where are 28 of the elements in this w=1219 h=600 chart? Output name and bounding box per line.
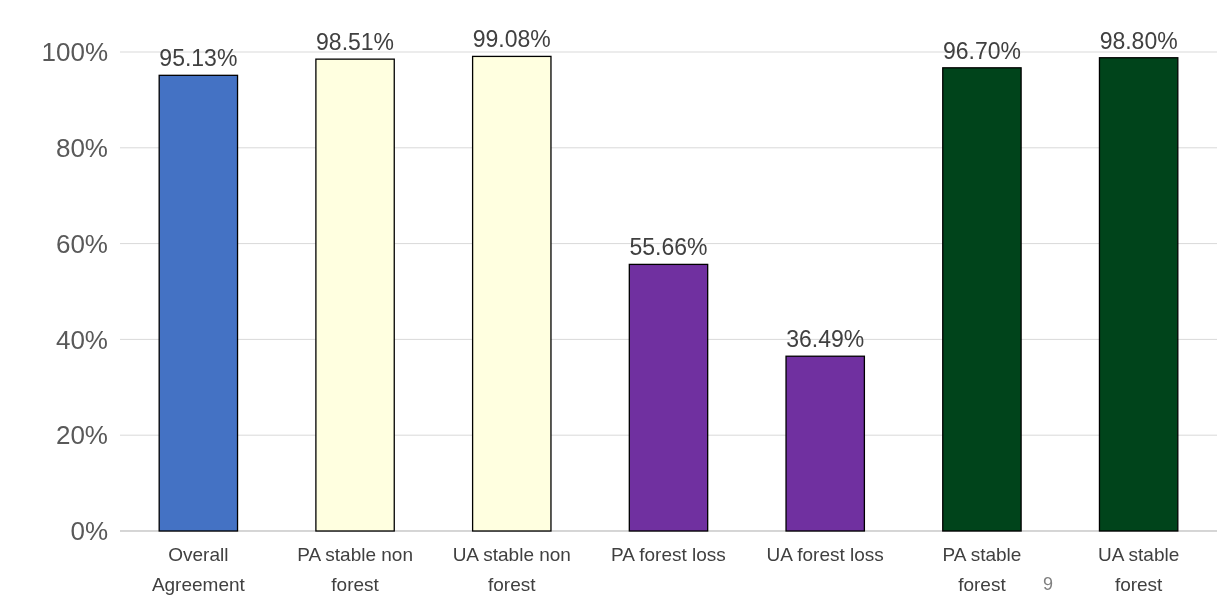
y-tick-label: 60% bbox=[55, 228, 108, 259]
data-label: 95.13% bbox=[159, 45, 238, 72]
bar bbox=[471, 55, 552, 532]
y-tick-label: 80% bbox=[55, 132, 108, 163]
x-tick-label: PA stable forest bbox=[942, 544, 1022, 595]
x-tick-label: PA stable non forest bbox=[297, 544, 413, 595]
data-label: 98.80% bbox=[1099, 27, 1178, 54]
data-label: 99.08% bbox=[472, 26, 551, 53]
data-label: 98.51% bbox=[316, 29, 395, 56]
x-tick-label: PA forest loss bbox=[611, 544, 726, 565]
x-tick-label: UA forest loss bbox=[766, 544, 884, 565]
text: 9 bbox=[1042, 574, 1054, 594]
x-tick-label: UA stable forest bbox=[1097, 544, 1180, 595]
bar bbox=[628, 263, 709, 532]
bar bbox=[158, 74, 239, 532]
y-tick-label: 20% bbox=[55, 420, 108, 451]
y-tick-label: 40% bbox=[55, 324, 108, 355]
bar bbox=[315, 58, 395, 532]
bar bbox=[942, 67, 1022, 532]
y-tick-label: 0% bbox=[70, 516, 108, 547]
bar bbox=[1098, 57, 1179, 532]
data-label: 55.66% bbox=[629, 234, 708, 261]
x-tick-label: UA stable non forest bbox=[452, 544, 571, 595]
y-tick-label: 100% bbox=[41, 37, 108, 68]
data-label: 96.70% bbox=[942, 37, 1021, 64]
bar bbox=[785, 355, 866, 532]
data-label: 36.49% bbox=[786, 326, 865, 353]
x-tick-label: Overall Agreement bbox=[151, 544, 246, 595]
